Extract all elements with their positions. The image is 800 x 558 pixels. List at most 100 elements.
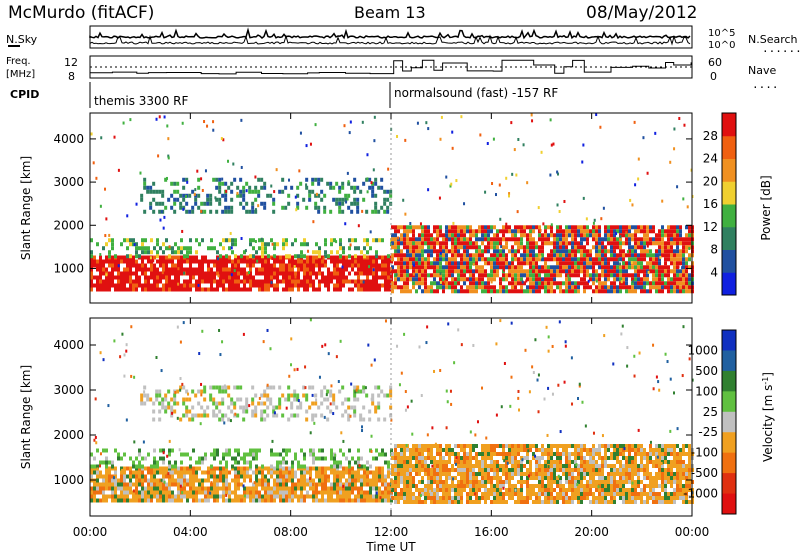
data-cell <box>478 500 481 504</box>
data-cell <box>640 269 643 273</box>
data-cell <box>159 491 162 495</box>
scatter-point <box>661 200 663 203</box>
data-cell <box>324 487 327 491</box>
data-cell <box>249 465 252 469</box>
scatter-point <box>194 193 196 196</box>
data-cell <box>231 465 234 469</box>
data-cell <box>562 484 565 488</box>
data-cell <box>192 449 195 453</box>
data-cell <box>173 202 176 206</box>
data-cell <box>583 253 586 257</box>
data-cell <box>565 265 568 269</box>
data-cell <box>547 265 550 269</box>
data-cell <box>345 491 348 495</box>
data-cell <box>315 288 318 292</box>
data-cell <box>535 225 538 229</box>
data-cell <box>387 465 390 469</box>
data-cell <box>574 273 577 277</box>
data-cell <box>288 475 291 479</box>
data-cell <box>403 480 406 484</box>
data-cell <box>439 452 442 456</box>
data-cell <box>400 468 403 472</box>
data-cell <box>580 261 583 265</box>
data-cell <box>394 269 397 273</box>
data-cell <box>595 261 598 265</box>
data-cell <box>354 483 357 487</box>
data-cell <box>421 464 424 468</box>
data-cell <box>342 272 345 276</box>
data-cell <box>415 452 418 456</box>
data-cell <box>240 254 243 258</box>
scatter-point <box>241 166 243 169</box>
data-cell <box>400 460 403 464</box>
scatter-point <box>687 205 689 208</box>
data-cell <box>604 245 607 249</box>
data-cell <box>294 495 297 499</box>
data-cell <box>333 499 336 503</box>
data-cell <box>544 289 547 293</box>
data-cell <box>213 471 216 475</box>
data-cell <box>514 249 517 253</box>
scatter-point <box>256 260 258 263</box>
scatter-point <box>295 196 297 199</box>
data-cell <box>568 285 571 289</box>
scatter-point <box>427 127 429 130</box>
data-cell <box>168 449 171 453</box>
data-cell <box>336 284 339 288</box>
data-cell <box>637 273 640 277</box>
cpid-label: CPID <box>10 88 39 101</box>
data-cell <box>517 289 520 293</box>
data-cell <box>538 496 541 500</box>
data-cell <box>457 452 460 456</box>
data-cell <box>120 457 123 461</box>
data-cell <box>562 265 565 269</box>
data-cell <box>375 499 378 503</box>
data-cell <box>213 246 216 250</box>
data-cell <box>144 272 147 276</box>
data-cell <box>559 249 562 253</box>
data-cell <box>318 479 321 483</box>
data-cell <box>658 237 661 241</box>
data-cell <box>625 496 628 500</box>
data-cell <box>123 495 126 499</box>
data-cell <box>348 264 351 268</box>
data-cell <box>418 444 421 448</box>
data-cell <box>490 448 493 452</box>
data-cell <box>628 261 631 265</box>
data-cell <box>568 456 571 460</box>
data-cell <box>511 488 514 492</box>
data-cell <box>601 468 604 472</box>
data-cell <box>643 257 646 261</box>
data-cell <box>204 495 207 499</box>
data-cell <box>165 491 168 495</box>
data-cell <box>583 496 586 500</box>
data-cell <box>484 289 487 293</box>
data-cell <box>628 273 631 277</box>
data-cell <box>249 487 252 491</box>
data-cell <box>255 453 258 457</box>
data-cell <box>469 464 472 468</box>
data-cell <box>550 281 553 285</box>
data-cell <box>565 269 568 273</box>
data-cell <box>457 480 460 484</box>
data-cell <box>258 246 261 250</box>
data-cell <box>285 471 288 475</box>
data-cell <box>228 471 231 475</box>
data-cell <box>496 269 499 273</box>
data-cell <box>400 452 403 456</box>
data-cell <box>234 272 237 276</box>
scatter-point <box>673 147 675 150</box>
data-cell <box>228 483 231 487</box>
data-cell <box>255 280 258 284</box>
data-cell <box>276 453 279 457</box>
data-cell <box>403 484 406 488</box>
data-cell <box>243 256 246 260</box>
data-cell <box>475 480 478 484</box>
data-cell <box>559 460 562 464</box>
data-cell <box>646 225 649 229</box>
data-cell <box>338 198 341 202</box>
data-cell <box>324 467 327 471</box>
data-cell <box>559 456 562 460</box>
data-cell <box>315 483 318 487</box>
data-cell <box>499 241 502 245</box>
